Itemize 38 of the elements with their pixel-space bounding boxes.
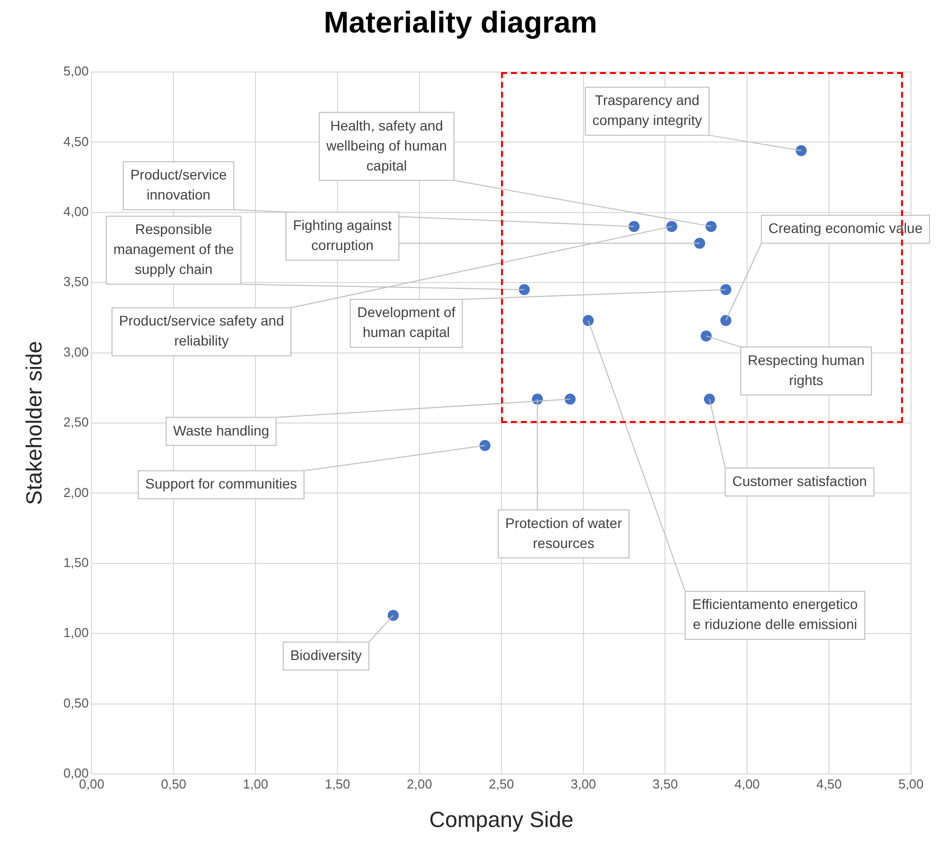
annotation: Customer satisfaction [732,472,867,489]
annotation: Respecting human rights [748,352,865,388]
x-tick-label: 3,00 [570,776,596,792]
annotation: Fighting against corruption [292,217,392,254]
annotation: Creating economic value [768,220,923,236]
annotation: Development of human capital [357,304,456,340]
x-tick-label: 2,50 [488,776,514,792]
y-tick-label: 4,00 [63,204,89,219]
annotation: Protection of water resources [505,514,622,551]
y-tick-label: 4,50 [63,134,89,149]
annotation: Waste handling [173,422,270,438]
x-tick-label: 4,50 [816,776,842,792]
annotation: Product/service safety and reliability [118,312,284,349]
annotation: Responsible management of the supply chain [113,221,234,278]
chart-title: Materiality diagram [324,6,598,40]
x-axis-title: Company Side [429,806,574,832]
annotation: Support for communities [145,476,298,492]
y-tick-label: 1,50 [63,554,89,570]
x-tick-label: 1,50 [324,776,350,792]
x-tick-label: 2,00 [406,776,432,792]
y-tick-label: 3,50 [63,274,89,290]
annotation: Efficientamento energetico e riduzione delle emissioni [692,596,858,632]
x-tick-label: 1,00 [242,776,268,792]
annotation: Trasparency and company integrity [592,92,702,128]
annotation: Product/service innovation [130,166,227,203]
y-axis-title: Stakeholder side [21,341,46,505]
x-tick-label: 3,50 [652,776,678,792]
y-tick-label: 1,00 [63,625,89,640]
y-tick-label: 3,00 [63,344,89,360]
y-tick-label: 0,50 [63,695,89,710]
x-tick-label: 5,00 [898,776,924,792]
x-tick-label: 0,50 [160,776,186,792]
y-tick-label: 5,00 [63,64,89,79]
x-tick-label: 4,00 [734,776,760,792]
y-tick-label: 2,00 [63,484,89,500]
annotation: Biodiversity [290,646,362,663]
y-tick-label: 2,50 [63,414,89,430]
annotation: Health, safety and wellbeing of human capital [325,117,447,174]
